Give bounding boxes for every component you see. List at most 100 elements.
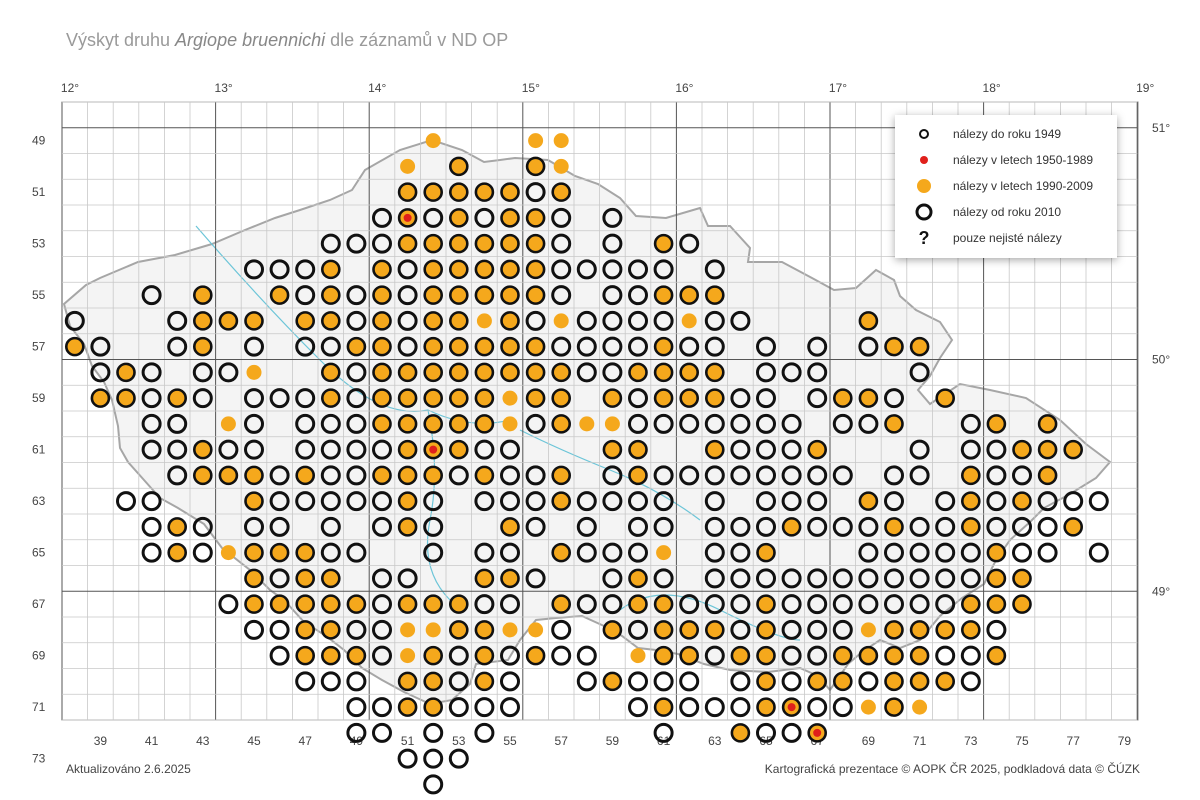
column-label: 75 <box>1015 734 1029 748</box>
record-orange-ring <box>960 517 981 537</box>
record-ring <box>756 388 776 409</box>
record-orange-ring <box>500 568 520 589</box>
record-red-dot <box>429 445 438 454</box>
record-orange-ring <box>116 388 136 408</box>
record-ring <box>960 568 981 589</box>
record-orange-ring <box>397 465 418 486</box>
record-orange-ring <box>756 542 776 563</box>
record-orange-ring <box>448 388 469 408</box>
record-orange-ring <box>295 542 316 563</box>
record-orange-ring <box>730 723 751 743</box>
record-orange-ring <box>756 645 776 666</box>
record-orange-ring <box>448 285 469 305</box>
record-orange-ring <box>679 285 700 305</box>
record-ring <box>935 491 956 512</box>
latitude-label: 50° <box>1152 353 1170 367</box>
title-suffix: dle záznamů v ND OP <box>325 30 509 50</box>
record-ring <box>986 619 1007 640</box>
record-orange-ring <box>320 620 341 640</box>
record-ring <box>397 310 418 331</box>
record-orange-ring <box>653 233 674 254</box>
record-orange-ring <box>320 645 341 666</box>
record-orange-ring <box>423 594 444 614</box>
red-dot-icon <box>895 153 953 167</box>
longitude-label: 15° <box>522 81 540 95</box>
record-ring <box>525 182 546 203</box>
orange-dot-icon <box>895 177 953 195</box>
record-orange-ring <box>474 336 495 357</box>
record-ring <box>781 465 802 486</box>
record-ring <box>320 542 341 563</box>
record-ring <box>628 413 648 434</box>
record-orange-ring <box>525 388 546 408</box>
record-ring <box>218 362 239 383</box>
record-orange-ring <box>653 594 674 614</box>
column-label: 43 <box>196 734 210 748</box>
record-ring <box>372 491 392 512</box>
record-ring <box>218 439 239 460</box>
record-ring <box>500 465 520 486</box>
record-ring <box>269 491 290 512</box>
record-orange-ring <box>244 594 264 614</box>
record-orange-ring <box>756 620 776 640</box>
record-ring <box>1063 491 1084 512</box>
record-orange-dot <box>553 313 569 329</box>
record-ring <box>679 594 700 615</box>
record-orange-ring <box>448 156 469 177</box>
row-label: 57 <box>32 340 46 354</box>
record-ring <box>90 362 111 383</box>
record-ring <box>192 542 213 563</box>
record-orange-ring <box>397 697 418 717</box>
record-orange-ring <box>423 336 444 357</box>
record-orange-ring <box>65 336 85 357</box>
record-ring <box>1037 491 1058 512</box>
record-ring <box>781 491 802 512</box>
record-ring <box>576 516 597 537</box>
record-ring <box>141 542 162 563</box>
record-ring <box>269 645 290 666</box>
record-ring <box>909 362 930 383</box>
record-orange-ring <box>935 620 956 640</box>
record-orange-ring <box>320 568 341 589</box>
record-orange-ring <box>884 414 904 434</box>
record-ring <box>730 619 751 640</box>
record-orange-ring <box>448 336 469 357</box>
record-orange-ring <box>372 414 392 434</box>
record-ring <box>448 697 469 718</box>
record-ring <box>704 594 725 615</box>
record-orange-ring <box>218 465 239 486</box>
record-ring <box>372 233 392 254</box>
record-ring <box>551 233 572 254</box>
record-ring <box>884 491 904 512</box>
record-orange-ring <box>320 594 341 614</box>
record-orange-ring <box>448 362 469 383</box>
record-ring <box>1037 516 1058 537</box>
record-orange-ring <box>500 259 520 280</box>
record-orange-ring <box>193 311 213 331</box>
record-orange-ring <box>500 517 520 537</box>
record-ring <box>756 413 776 434</box>
record-ring <box>781 413 802 434</box>
record-ring <box>474 207 495 228</box>
record-ring <box>576 336 597 357</box>
record-ring <box>730 388 751 409</box>
record-ring <box>372 594 392 615</box>
record-ring <box>372 516 392 537</box>
record-ring <box>679 671 700 692</box>
record-ring <box>167 465 188 486</box>
record-ring <box>858 568 879 589</box>
record-ring <box>653 491 674 512</box>
record-ring <box>320 413 341 434</box>
record-orange-ring <box>423 671 444 692</box>
longitude-label: 12° <box>61 81 79 95</box>
record-ring <box>602 259 623 280</box>
record-ring <box>244 439 264 460</box>
record-ring <box>448 465 469 486</box>
record-orange-ring <box>679 388 700 408</box>
record-ring <box>141 413 162 434</box>
record-orange-ring <box>909 671 930 692</box>
record-orange-ring <box>704 620 725 640</box>
record-ring <box>935 645 956 666</box>
record-orange-ring <box>397 233 418 254</box>
record-ring <box>320 439 341 460</box>
